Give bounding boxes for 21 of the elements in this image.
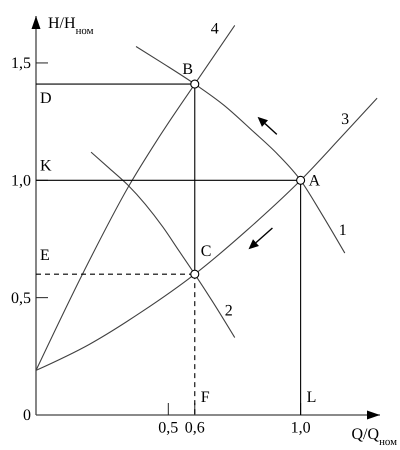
series-label: 1 [338,222,347,239]
series-label: 2 [224,302,233,320]
annotation: C [200,242,212,260]
y-tick-label: 1,0 [11,172,31,190]
y-tick-label: 0 [23,407,31,424]
annotation: L [306,388,316,406]
annotation: F [200,388,210,406]
y-axis-title: H/H$_{ном}$ [48,15,94,37]
series-label: 3 [341,110,350,128]
x-tick-label: 1,0 [290,419,311,436]
series-label: 4 [210,20,219,38]
annotation: B [182,60,194,78]
annotation: K [40,156,52,174]
annotation: D [40,90,52,107]
x-axis-title: Q/Q$_{ном}$ [352,426,398,448]
y-tick-label: 0,5 [11,290,31,307]
annotation: E [40,246,50,264]
annotation: A [308,172,321,189]
y-tick-label: 1,5 [11,55,31,72]
x-tick-label: 0,5 [158,419,178,436]
x-tick-label: 0,6 [184,419,205,436]
